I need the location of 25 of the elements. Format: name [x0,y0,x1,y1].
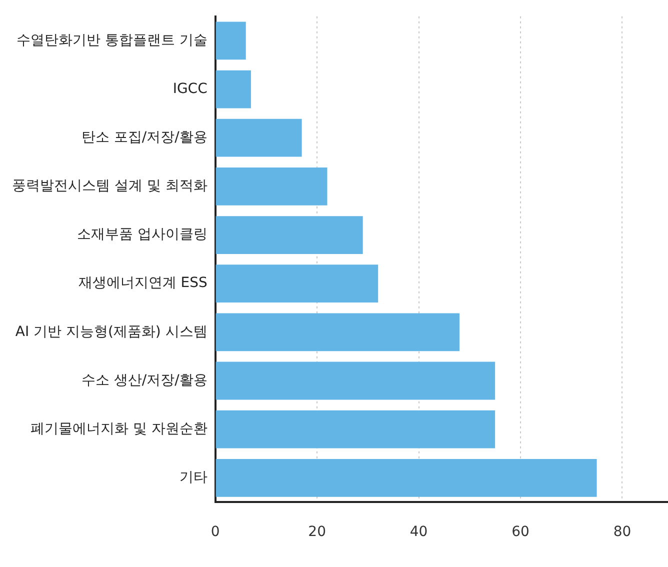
bar [216,458,597,497]
x-tick-label: 80 [613,524,632,540]
y-tick-label: AI 기반 지능형(제품화) 시스템 [15,324,208,340]
y-tick-label: 풍력발전시스템 설계 및 최적화 [12,178,208,194]
bar [216,22,246,60]
y-tick-label: 수열탄화기반 통합플랜트 기술 [16,32,208,48]
bar [216,410,496,448]
x-tick-label: 60 [512,524,530,540]
x-tick-label: 20 [308,524,326,540]
y-tick-label: 기타 [179,470,208,486]
y-tick-label: IGCC [172,80,208,97]
bar [216,167,328,206]
y-tick-label: 폐기물에너지화 및 자원순환 [30,420,208,437]
y-tick-label: 재생에너지연계 ESS [78,275,208,292]
bar [216,264,378,303]
x-tick-label: 0 [210,524,220,540]
y-tick-label: 탄소 포집/저장/활용 [81,129,208,146]
bar [216,313,460,352]
y-tick-label: 소재부품 업사이클링 [76,226,208,243]
x-tick-label: 40 [410,524,428,540]
bar [216,362,496,400]
y-tick-label: 수소 생산/저장/활용 [81,372,208,388]
bar [216,216,363,254]
bar [216,118,302,157]
bar [216,70,251,108]
